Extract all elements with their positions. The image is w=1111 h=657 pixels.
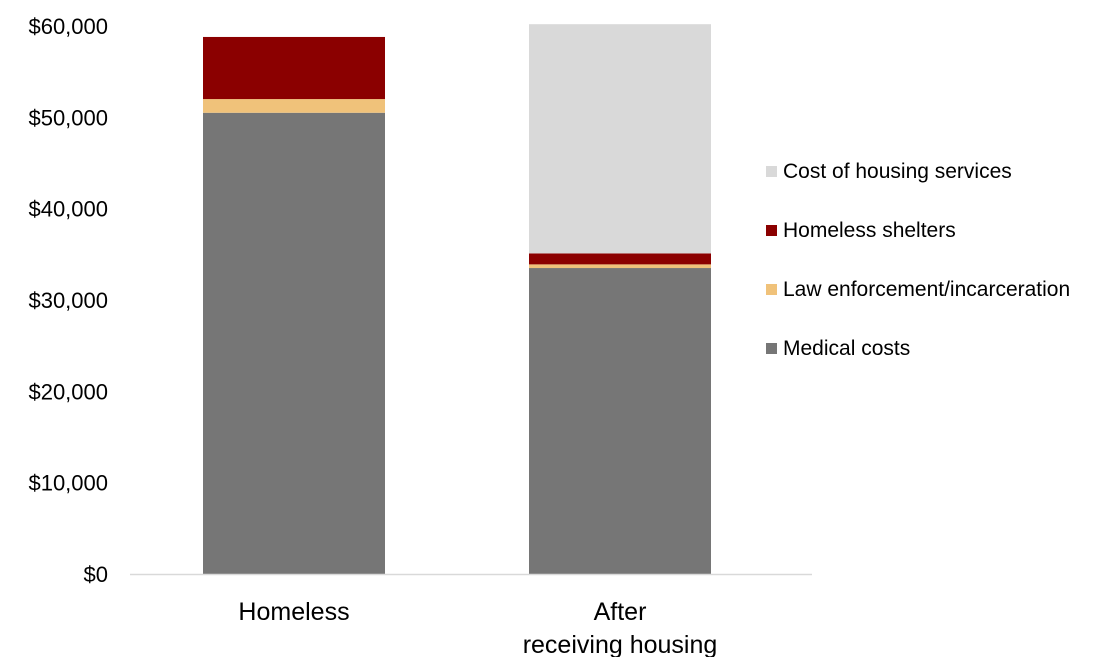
y-tick-label: $10,000 xyxy=(28,471,108,496)
bar-stack xyxy=(203,36,385,575)
y-tick-label: $0 xyxy=(84,562,108,587)
bar-stack xyxy=(529,24,711,574)
bar-segment xyxy=(203,36,385,100)
y-tick-label: $20,000 xyxy=(28,379,108,404)
legend: Cost of housing services Homeless shelter… xyxy=(766,160,1070,360)
legend-label: Law enforcement/incarceration xyxy=(783,278,1070,301)
x-tick-label: Homeless xyxy=(238,598,349,626)
y-tick-label: $50,000 xyxy=(28,105,108,130)
y-tick-label: $60,000 xyxy=(28,14,108,39)
legend-swatch xyxy=(766,225,777,236)
x-tick-label: After receiving housing xyxy=(523,598,718,657)
legend-item: Medical costs xyxy=(766,337,910,360)
bar-segment xyxy=(529,268,711,574)
y-tick-label: $40,000 xyxy=(28,197,108,222)
bar-segment xyxy=(203,112,385,575)
bars xyxy=(203,24,711,575)
bar-segment xyxy=(529,264,711,269)
bar-segment xyxy=(529,253,711,265)
y-tick-label: $30,000 xyxy=(28,288,108,313)
legend-label: Homeless shelters xyxy=(783,219,956,242)
legend-item: Homeless shelters xyxy=(766,219,956,242)
bar-segment xyxy=(203,99,385,113)
legend-label: Medical costs xyxy=(783,337,910,360)
legend-item: Cost of housing services xyxy=(766,160,1012,183)
legend-label: Cost of housing services xyxy=(783,160,1012,183)
bar-segment xyxy=(529,24,711,254)
legend-swatch xyxy=(766,284,777,295)
legend-swatch xyxy=(766,166,777,177)
y-axis: $0 $10,000 $20,000 $30,000 $40,000 $50,000 $60… xyxy=(28,14,108,587)
legend-swatch xyxy=(766,343,777,354)
legend-item: Law enforcement/incarceration xyxy=(766,278,1070,301)
x-axis-labels: Homeless After receiving housing xyxy=(238,598,717,657)
